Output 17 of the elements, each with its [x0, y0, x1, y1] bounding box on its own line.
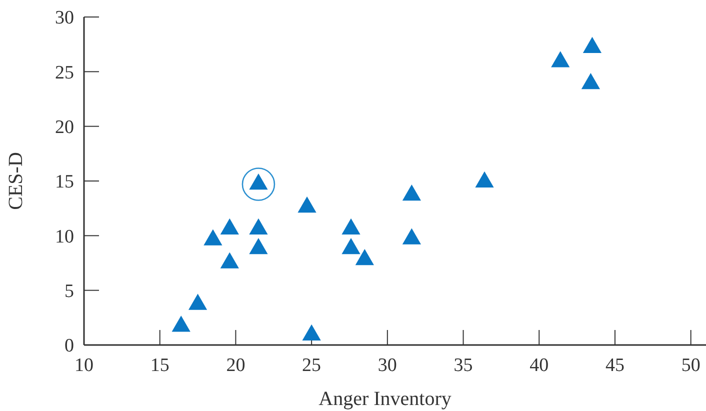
y-tick-label: 15	[55, 172, 74, 193]
y-axis-title: CES-D	[5, 152, 27, 210]
x-tick-label: 45	[605, 355, 624, 376]
y-tick-label: 5	[64, 280, 74, 302]
x-tick-label: 40	[530, 355, 549, 376]
y-tick-label: 25	[55, 62, 74, 84]
x-tick-label: 50	[681, 355, 700, 376]
x-tick-label: 20	[226, 355, 246, 376]
y-tick-label: 30	[55, 8, 74, 29]
x-tick-label: 15	[150, 355, 170, 376]
x-axis-title: Anger Inventory	[318, 388, 452, 410]
x-tick-label: 30	[378, 355, 397, 376]
y-tick-label: 10	[55, 226, 74, 248]
x-tick-label: 35	[454, 355, 473, 376]
x-tick-label: 25	[302, 355, 322, 376]
y-tick-label: 20	[55, 116, 74, 138]
y-tick-label: 0	[64, 336, 74, 357]
